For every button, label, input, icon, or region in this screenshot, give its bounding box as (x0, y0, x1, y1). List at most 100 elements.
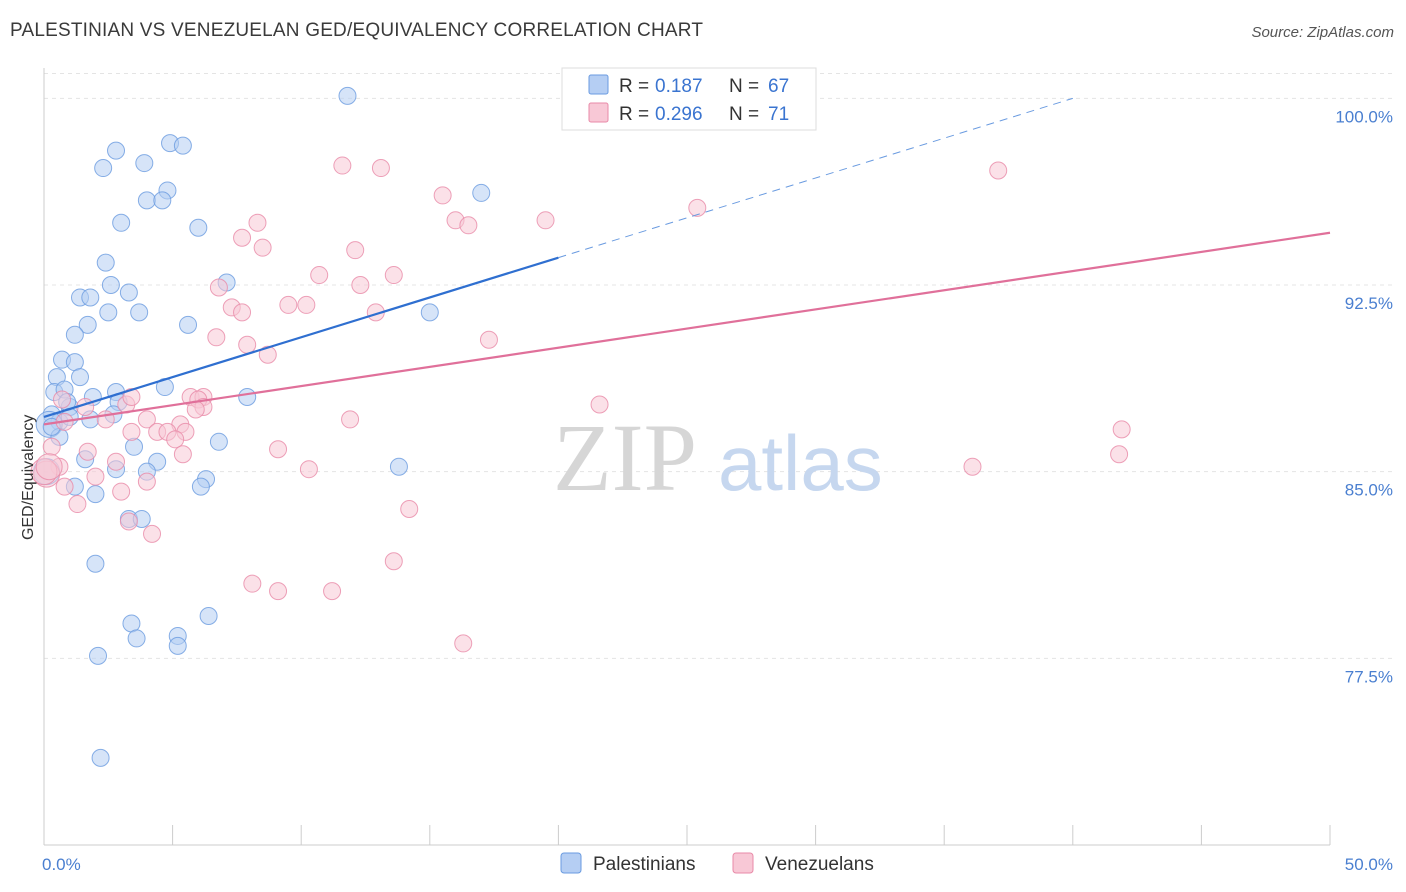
legend-r-value-1: 0.187 (655, 76, 703, 97)
venezuelan-point (137, 472, 156, 491)
palestinian-point (81, 288, 100, 307)
venezuelan-point (333, 156, 352, 175)
palestinian-point (125, 437, 144, 456)
venezuelan-point (536, 211, 555, 230)
venezuelan-point (1112, 420, 1131, 439)
palestinian-point (238, 388, 257, 407)
palestinian-point (173, 136, 192, 155)
palestinian-point (107, 141, 126, 160)
palestinian-point (199, 607, 218, 626)
venezuelan-point (341, 410, 360, 429)
palestinian-point (191, 477, 210, 496)
venezuelan-trend-line (43, 231, 1331, 426)
palestinian-point (179, 315, 198, 334)
legend-r-label-2: R = (619, 104, 649, 125)
legend-n-value-1: 67 (768, 76, 789, 97)
legend-r-value-2: 0.296 (655, 104, 703, 125)
venezuelan-point (310, 266, 329, 285)
gridlines (44, 72, 1395, 659)
watermark-atlas: atlas (718, 419, 883, 507)
venezuelan-point (963, 457, 982, 476)
venezuelan-point (112, 482, 131, 501)
y-tick-label: 92.5% (1345, 294, 1393, 313)
venezuelan-point (253, 238, 272, 257)
data-points (30, 86, 1131, 767)
axes (43, 68, 1331, 846)
venezuelan-point (207, 328, 226, 347)
venezuelan-point (137, 410, 156, 429)
palestinian-trend-extension (558, 97, 1073, 259)
bottom-legend-swatch-palestinians (560, 852, 582, 874)
palestinian-point (94, 159, 113, 178)
palestinian-point (338, 86, 357, 105)
venezuelan-point (233, 303, 252, 322)
palestinian-point (472, 183, 491, 202)
venezuelan-point (166, 430, 185, 449)
venezuelan-point (384, 552, 403, 571)
venezuelan-point (53, 390, 72, 409)
palestinian-point (96, 253, 115, 272)
venezuelan-point (243, 574, 262, 593)
palestinian-point (112, 213, 131, 232)
venezuelan-point (299, 460, 318, 479)
palestinian-point (65, 353, 84, 372)
y-axis-label: GED/Equivalency (20, 415, 37, 540)
venezuelan-point (323, 582, 342, 601)
venezuelan-point (78, 442, 97, 461)
palestinian-point (209, 432, 228, 451)
palestinian-trend-line (43, 256, 559, 418)
venezuelan-point (1110, 445, 1129, 464)
venezuelan-point (68, 495, 87, 514)
bottom-legend-venezuelans: Venezuelans (765, 854, 874, 875)
venezuelan-point (454, 634, 473, 653)
palestinian-point (168, 636, 187, 655)
x-tick-label: 50.0% (1345, 855, 1393, 874)
venezuelan-point (297, 295, 316, 314)
legend-n-value-2: 71 (768, 104, 789, 125)
legend-n-label-1: N = (729, 76, 759, 97)
venezuelan-point (233, 228, 252, 247)
venezuelan-point (688, 198, 707, 217)
palestinian-point (153, 191, 172, 210)
legend-r-label-1: R = (619, 76, 649, 97)
palestinian-point (86, 554, 105, 573)
palestinian-point (122, 614, 141, 633)
venezuelan-point (42, 437, 61, 456)
palestinian-point (420, 303, 439, 322)
legend-swatch-venezuelans (588, 102, 609, 123)
legend-n-label-2: N = (729, 104, 759, 125)
venezuelan-point (122, 422, 141, 441)
x-tick-label: 0.0% (42, 855, 81, 874)
legend-swatch-palestinians (588, 74, 609, 95)
palestinian-point (127, 629, 146, 648)
venezuelan-point (479, 330, 498, 349)
y-tick-label: 85.0% (1345, 481, 1393, 500)
venezuelan-point (107, 452, 126, 471)
bottom-legend-palestinians: Palestinians (593, 854, 695, 875)
palestinian-point (78, 315, 97, 334)
palestinian-point (65, 325, 84, 344)
palestinian-point (86, 485, 105, 504)
venezuelan-point (173, 445, 192, 464)
venezuelan-point (384, 266, 403, 285)
palestinian-point (130, 303, 149, 322)
chart-title: PALESTINIAN VS VENEZUELAN GED/EQUIVALENC… (10, 20, 704, 41)
palestinian-point (135, 154, 154, 173)
venezuelan-point (590, 395, 609, 414)
palestinian-point (389, 457, 408, 476)
venezuelan-point (400, 500, 419, 519)
palestinian-point (101, 276, 120, 295)
palestinian-point (119, 283, 138, 302)
bottom-legend-swatch-venezuelans (732, 852, 754, 874)
venezuelan-point (35, 453, 63, 481)
venezuelan-point (433, 186, 452, 205)
venezuelan-point (143, 524, 162, 543)
palestinian-point (189, 218, 208, 237)
y-tick-label: 77.5% (1345, 667, 1393, 686)
venezuelan-point (371, 159, 390, 178)
venezuelan-point (119, 512, 138, 531)
x-tick-labels: 0.0% 50.0% (42, 855, 1393, 874)
venezuelan-point (269, 440, 288, 459)
series-legend: Palestinians Venezuelans (560, 852, 874, 875)
